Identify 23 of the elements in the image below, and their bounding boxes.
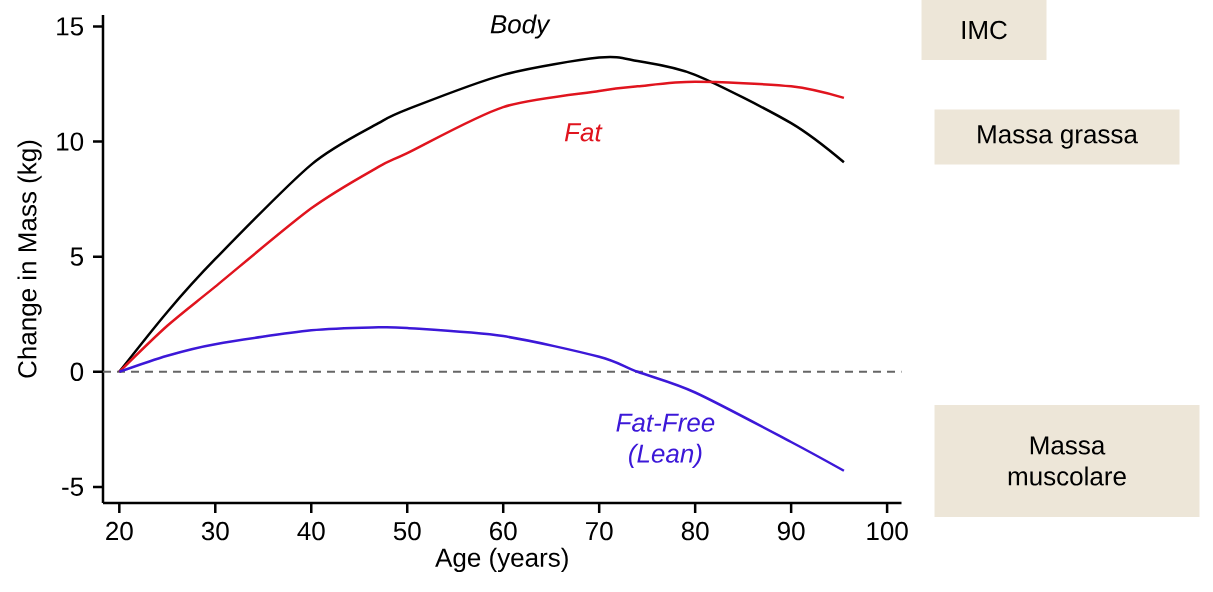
y-axis-title: Change in Mass (kg) [17,140,42,378]
y-tick-label: -5 [62,477,84,496]
x-tick-label: 100 [867,521,908,541]
x-tick-label: 30 [201,521,229,541]
x-tick-label: 20 [106,521,133,541]
text: Massa grassa [978,125,1138,149]
text: IMC [962,20,1007,40]
series-label: Fat [564,123,603,142]
x-axis-title: Age (years) [435,547,568,573]
line-series [118,325,846,473]
x-tick-label: 40 [297,521,325,541]
text: Massa muscolare [1008,436,1126,486]
y-tick-label: 0 [70,362,84,381]
x-tick-label: 60 [490,521,517,541]
x-tick-label: 80 [681,521,709,541]
y-tick-label: 15 [57,17,84,36]
y-tick-label: 5 [70,247,84,266]
series-label: Fat-Free (Lean) [616,413,715,468]
series-label: Body [490,14,551,39]
x-tick-label: 70 [586,521,613,541]
x-tick-label: 90 [777,521,805,541]
x-tick-label: 50 [393,521,421,541]
y-tick-label: 10 [57,132,84,151]
